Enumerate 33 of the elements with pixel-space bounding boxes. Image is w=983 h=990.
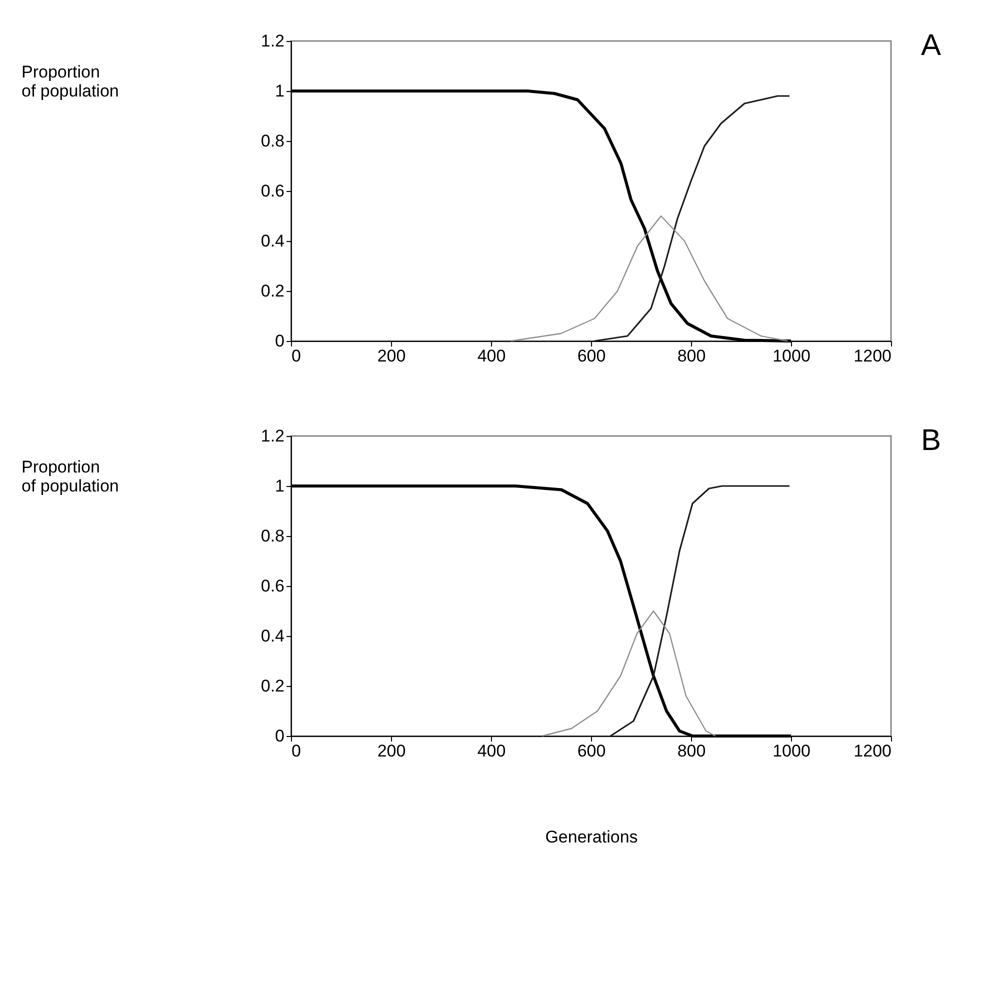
y-tick-label: 1.2 — [260, 32, 284, 50]
text: B — [921, 424, 942, 457]
x-tick-label: 600 — [577, 742, 606, 760]
y-tick-label: 0 — [275, 332, 284, 350]
x-tick-label: 1200 — [854, 346, 892, 366]
y-axis-title: Proportion of population — [22, 458, 119, 496]
x-tick-label: 200 — [377, 346, 406, 366]
x-tick-label: 1000 — [772, 742, 810, 760]
y-tick-label: 0.2 — [260, 282, 284, 300]
x-tick-label: 1200 — [854, 742, 892, 760]
x-tick-label: 0 — [292, 346, 301, 366]
y-tick-label: 0.8 — [260, 526, 284, 546]
x-tick-label: 800 — [677, 742, 706, 760]
y-tick-label: 0.2 — [260, 676, 284, 696]
y-axis-title: Proportion of population — [22, 62, 119, 100]
y-tick-label: 0.8 — [260, 132, 284, 150]
y-tick-label: 0.4 — [260, 626, 284, 646]
x-tick-label: 400 — [477, 346, 506, 366]
y-tick-label: 0 — [275, 726, 284, 746]
y-tick-label: 1 — [275, 476, 284, 496]
text: A — [921, 29, 942, 62]
x-tick-label: 1000 — [772, 346, 810, 366]
x-tick-label: 200 — [377, 742, 406, 760]
y-tick-label: 0.6 — [260, 182, 284, 200]
x-tick-label: 0 — [292, 742, 301, 760]
x-tick-label: 600 — [577, 346, 606, 366]
x-tick-label: 800 — [677, 346, 706, 366]
x-tick-label: 400 — [477, 742, 506, 760]
x-axis-title: Generations — [545, 828, 638, 846]
y-tick-label: 0.6 — [260, 576, 284, 596]
y-tick-label: 1.2 — [260, 426, 284, 446]
y-tick-label: 0.4 — [260, 232, 284, 250]
y-tick-label: 1 — [275, 82, 284, 100]
